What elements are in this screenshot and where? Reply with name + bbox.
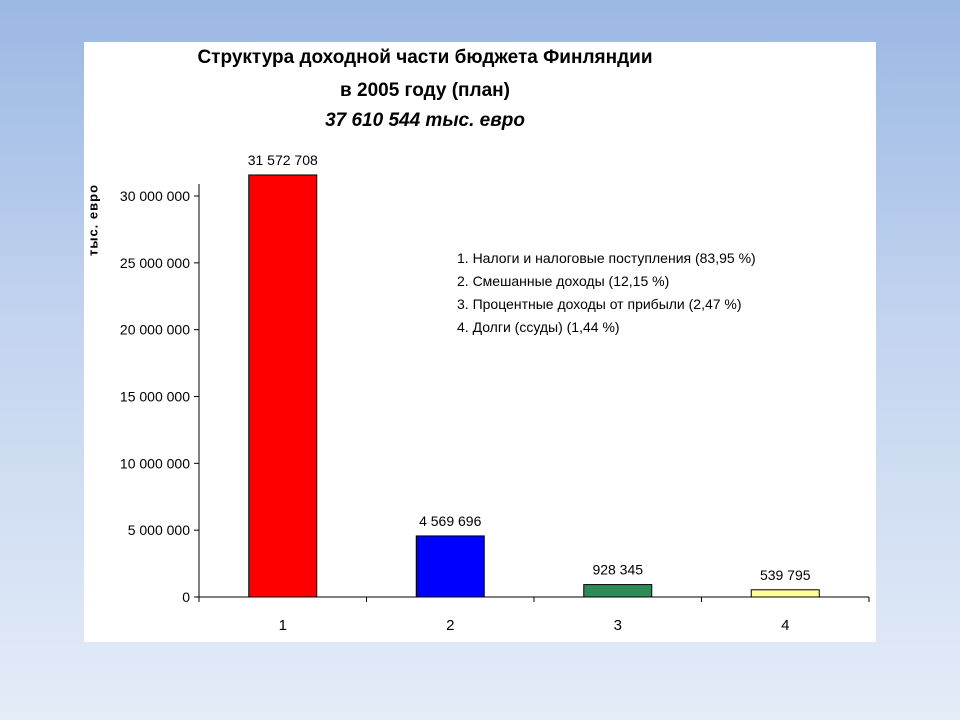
data-label-4: 539 795 xyxy=(760,567,811,583)
y-tick-label: 30 000 000 xyxy=(120,188,190,204)
bar-1 xyxy=(248,174,318,598)
y-tick-label: 5 000 000 xyxy=(128,522,190,538)
chart-subtitle: 37 610 544 тыс. евро xyxy=(325,110,525,131)
data-label-1: 31 572 708 xyxy=(248,152,318,168)
chart-title-line-2: в 2005 году (план) xyxy=(340,80,510,101)
category-annotation-list: 1. Налоги и налоговые поступления (83,95… xyxy=(457,247,756,339)
chart-title: Структура доходной части бюджета Финлянд… xyxy=(197,47,653,68)
y-tick-label: 15 000 000 xyxy=(120,389,190,405)
x-tick-label-3: 3 xyxy=(614,617,622,634)
annotation-item-3: 3. Процентные доходы от прибыли (2,47 %) xyxy=(457,296,742,312)
y-tick-label: 0 xyxy=(182,589,190,605)
data-label-2: 4 569 696 xyxy=(419,513,481,529)
y-tick-label: 20 000 000 xyxy=(120,322,190,338)
x-tick-label-1: 1 xyxy=(279,617,287,634)
data-label-3: 928 345 xyxy=(592,562,643,578)
annotation-item-2: 2. Смешанные доходы (12,15 %) xyxy=(457,273,670,289)
x-tick-label-2: 2 xyxy=(446,617,454,634)
bar-4 xyxy=(750,589,820,598)
y-tick-label: 10 000 000 xyxy=(120,455,190,471)
y-tick-label: 25 000 000 xyxy=(120,255,190,271)
bar-3 xyxy=(583,584,653,598)
bar-2 xyxy=(415,535,485,598)
annotation-item-1: 1. Налоги и налоговые поступления (83,95… xyxy=(457,250,756,266)
annotation-item-4: 4. Долги (ссуды) (1,44 %) xyxy=(457,319,620,335)
x-tick-label-4: 4 xyxy=(781,617,789,634)
